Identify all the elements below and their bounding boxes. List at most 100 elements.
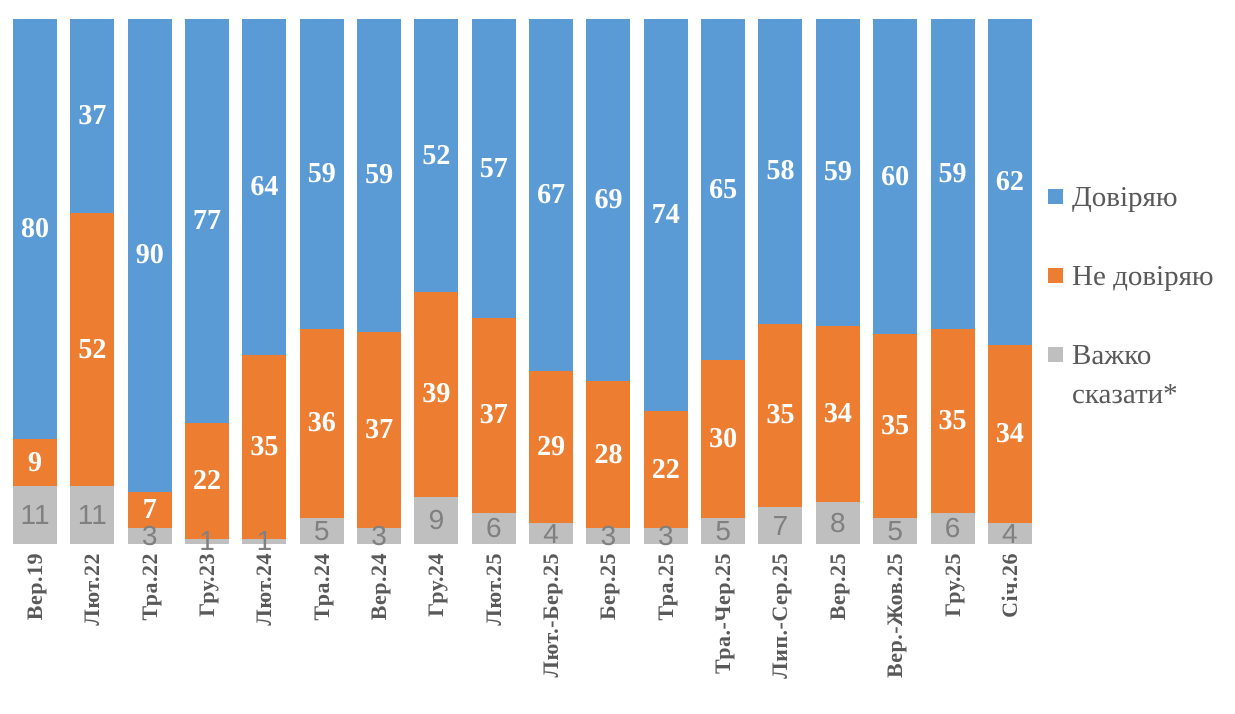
x-axis-label: Лют.22: [70, 553, 114, 679]
bar-value-label: 59: [938, 157, 967, 189]
x-axis-label-text: Гру.23: [194, 553, 220, 617]
bar-value-label: 5: [887, 514, 903, 546]
bar-value-label: 7: [772, 509, 789, 541]
bar-segment-distrust: 7: [127, 491, 172, 529]
bar-segment-distrust: 34: [815, 325, 860, 503]
bar-segment-distrust: 28: [586, 381, 631, 529]
bar-value-label: 1: [199, 525, 215, 557]
x-axis-label-text: Лют.25: [480, 553, 506, 626]
x-axis-label: Бер.25: [586, 553, 630, 679]
bar-segment-trust: 67: [529, 19, 574, 371]
bar-segment-hard-to-say: 11: [13, 486, 57, 544]
bar-segment-hard-to-say: 5: [873, 514, 918, 546]
bar-segment-trust: 65: [701, 19, 746, 361]
bar-value-label: 77: [193, 205, 222, 237]
bar-column: 65 30 5: [701, 19, 746, 546]
x-axis-label: Вер.25: [816, 553, 860, 679]
bar-column: 74 22 3: [643, 19, 688, 551]
legend-swatch-hard-to-say: [1048, 347, 1063, 363]
bar-value-label: 22: [193, 465, 222, 496]
bar-value-label: 62: [995, 165, 1024, 197]
bar-value-label: 80: [21, 213, 49, 244]
bar-value-label: 58: [766, 155, 795, 187]
x-axis-label-text: Гру.24: [423, 553, 449, 617]
bar-column: 59 36 5: [299, 19, 344, 546]
bar-column: 57 37 6: [471, 19, 516, 544]
x-axis-label: Тра.24: [300, 553, 344, 679]
x-axis-label: Вер.24: [357, 553, 401, 679]
bar-value-label: 60: [881, 160, 910, 192]
bar-column: 64 35 1: [242, 19, 287, 556]
bar-segment-trust: 59: [357, 19, 402, 332]
bar-segment-trust: 69: [586, 19, 631, 382]
x-axis-label: Тра.-Чер.25: [701, 553, 745, 679]
bar-value-label: 6: [485, 512, 502, 544]
bar-column: 60 35 5: [873, 19, 918, 546]
x-axis-label: Лют.-Бер.25: [529, 553, 573, 679]
bar-value-label: 3: [371, 520, 387, 552]
bar-value-label: 64: [250, 171, 279, 202]
bar-column: 59 37 3: [357, 19, 402, 551]
bar-column: 59 35 6: [930, 19, 975, 544]
bar-segment-hard-to-say: 8: [815, 502, 860, 544]
bar-value-label: 8: [830, 507, 846, 539]
bar-segment-hard-to-say: 3: [586, 520, 631, 551]
bar-segment-distrust: 39: [414, 292, 459, 497]
bar-value-label: 11: [20, 499, 50, 531]
x-axis-label: Гру.23: [185, 553, 229, 679]
bar-segment-hard-to-say: 11: [70, 486, 115, 544]
bar-value-label: 29: [537, 430, 566, 462]
bar-value-label: 5: [313, 514, 330, 546]
bar-column: 37 52 11: [70, 19, 115, 544]
x-axis-label-text: Тра.24: [308, 553, 334, 621]
bar-segment-hard-to-say: 7: [758, 507, 803, 544]
x-axis-label-text: Лют.-Бер.25: [538, 553, 564, 678]
x-axis-label-text: Вер.25: [824, 553, 850, 621]
bar-value-label: 35: [938, 404, 967, 436]
bar-value-label: 35: [250, 430, 279, 462]
bar-segment-hard-to-say: 3: [643, 520, 688, 551]
bar-column: 67 29 4: [529, 19, 574, 549]
bar-segment-hard-to-say: 4: [987, 518, 1032, 549]
bar-value-label: 22: [651, 453, 680, 485]
bar-value-label: 11: [77, 499, 107, 531]
x-axis-label-text: Тра.-Чер.25: [710, 553, 736, 675]
bar-value-label: 35: [766, 399, 795, 431]
x-axis-label-text: Лип.-Сер.25: [767, 553, 793, 679]
bar-segment-trust: 37: [70, 19, 115, 214]
bar-value-label: 3: [600, 520, 617, 552]
bar-segment-trust: 59: [930, 19, 975, 329]
x-axis-label: Вер.-Жов.25: [873, 553, 917, 679]
bar-segment-trust: 90: [127, 19, 172, 492]
bar-value-label: 3: [141, 520, 158, 552]
bar-segment-distrust: 30: [701, 360, 746, 518]
bar-segment-distrust: 35: [930, 328, 975, 513]
bar-value-label: 6: [944, 512, 961, 544]
bar-column: 52 39 9: [414, 19, 459, 544]
bar-segment-hard-to-say: 4: [529, 518, 574, 549]
x-axis-label-text: Січ.26: [996, 553, 1022, 618]
bar-value-label: 59: [365, 159, 394, 191]
x-axis-label-text: Лют.22: [79, 553, 105, 626]
bar-value-label: 1: [256, 525, 273, 557]
bar-value-label: 3: [657, 520, 674, 552]
x-axis-label-text: Лют.24: [251, 553, 277, 626]
x-axis-label-text: Бер.25: [595, 553, 621, 621]
bar-column: 58 35 7: [758, 19, 803, 544]
legend-item-hard-to-say: Важко сказати*: [1048, 336, 1230, 414]
bar-segment-trust: 60: [873, 19, 918, 334]
bar-value-label: 4: [1002, 517, 1018, 549]
bar-value-label: 28: [594, 438, 623, 470]
bar-segment-distrust: 9: [13, 439, 57, 487]
legend-item-distrust: Не довіряю: [1048, 257, 1230, 296]
bar-value-label: 39: [422, 378, 451, 410]
bar-value-label: 67: [537, 178, 566, 210]
bar-segment-trust: 59: [299, 19, 344, 329]
bar-segment-trust: 52: [414, 19, 459, 292]
legend-swatch-trust: [1048, 189, 1063, 204]
legend-label-trust: Довіряю: [1072, 181, 1178, 213]
x-axis-label-text: Тра.25: [652, 553, 678, 621]
bar-value-label: 4: [543, 517, 559, 549]
x-axis-label: Лип.-Сер.25: [758, 553, 802, 679]
